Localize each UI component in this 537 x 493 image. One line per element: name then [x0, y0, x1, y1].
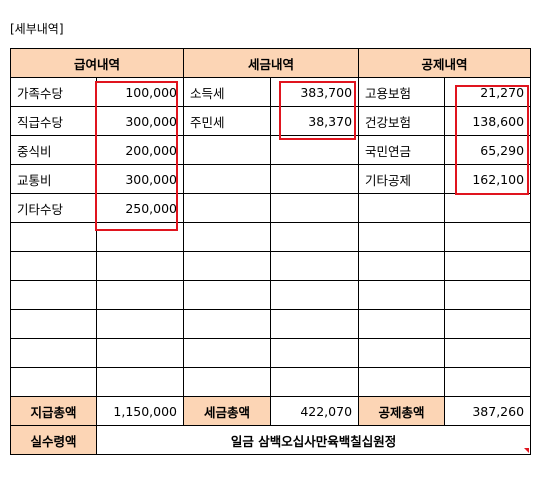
empty-cell[interactable]: [358, 309, 446, 339]
deduction-value-cell[interactable]: 21,270: [444, 77, 532, 107]
pay-total-label: 지급총액: [10, 396, 97, 426]
pay-total-value[interactable]: 1,150,000: [95, 396, 185, 426]
empty-cell[interactable]: [10, 251, 97, 281]
empty-cell[interactable]: [270, 251, 360, 281]
tax-label-cell[interactable]: [183, 135, 272, 165]
pay-label-cell[interactable]: 교통비: [10, 164, 97, 194]
net-pay-row: 실수령액 일금 삼백오십사만육백칠십원정: [10, 425, 532, 455]
empty-cell[interactable]: [444, 280, 532, 310]
empty-row: [10, 280, 532, 310]
empty-cell[interactable]: [10, 280, 97, 310]
table-row: 가족수당 100,000 소득세 383,700 고용보험 21,270: [10, 77, 532, 107]
deduction-value-cell[interactable]: 65,290: [444, 135, 532, 165]
pay-value-cell[interactable]: 250,000: [95, 193, 185, 223]
empty-cell[interactable]: [270, 338, 360, 368]
pay-label-cell[interactable]: 가족수당: [10, 77, 97, 107]
empty-cell[interactable]: [444, 251, 532, 281]
empty-cell[interactable]: [444, 222, 532, 252]
section-caption: [세부내역]: [10, 22, 64, 36]
empty-cell[interactable]: [95, 309, 185, 339]
pay-label-cell[interactable]: 중식비: [10, 135, 97, 165]
tax-total-value[interactable]: 422,070: [270, 396, 360, 426]
pay-value-cell[interactable]: 300,000: [95, 164, 185, 194]
pay-header: 급여내역: [9, 48, 185, 78]
table-row: 기타수당 250,000: [10, 193, 532, 223]
empty-cell[interactable]: [10, 338, 97, 368]
tax-value-cell[interactable]: [270, 164, 360, 194]
tax-label-cell[interactable]: [183, 164, 272, 194]
pay-label-cell[interactable]: 기타수당: [10, 193, 97, 223]
deduction-header: 공제내역: [358, 48, 532, 78]
empty-cell[interactable]: [358, 338, 446, 368]
empty-cell[interactable]: [270, 309, 360, 339]
pay-value-cell[interactable]: 100,000: [95, 77, 185, 107]
header-row: 급여내역 세금내역 공제내역: [9, 48, 532, 78]
empty-cell[interactable]: [95, 222, 185, 252]
empty-cell[interactable]: [183, 222, 272, 252]
pay-value-cell[interactable]: 300,000: [95, 106, 185, 136]
empty-cell[interactable]: [358, 280, 446, 310]
empty-cell[interactable]: [95, 367, 185, 397]
empty-cell[interactable]: [358, 367, 446, 397]
deduction-value-cell[interactable]: 162,100: [444, 164, 532, 194]
tax-value-cell[interactable]: [270, 193, 360, 223]
tax-total-label: 세금총액: [183, 396, 272, 426]
pay-label-cell[interactable]: 직급수당: [10, 106, 97, 136]
deduction-label-cell[interactable]: 국민연금: [358, 135, 446, 165]
deduction-value-cell[interactable]: 138,600: [444, 106, 532, 136]
deduction-total-value[interactable]: 387,260: [444, 396, 532, 426]
empty-cell[interactable]: [183, 309, 272, 339]
empty-cell[interactable]: [183, 251, 272, 281]
tax-value-cell[interactable]: 383,700: [270, 77, 360, 107]
empty-cell[interactable]: [358, 222, 446, 252]
deduction-value-cell[interactable]: [444, 193, 532, 223]
empty-cell[interactable]: [444, 367, 532, 397]
deduction-label-cell[interactable]: 고용보험: [358, 77, 446, 107]
totals-row: 지급총액 1,150,000 세금총액 422,070 공제총액 387,260: [10, 396, 532, 426]
empty-row: [10, 222, 532, 252]
deduction-total-label: 공제총액: [358, 396, 446, 426]
empty-cell[interactable]: [444, 338, 532, 368]
net-pay-value[interactable]: 일금 삼백오십사만육백칠십원정: [95, 425, 532, 455]
empty-cell[interactable]: [183, 280, 272, 310]
detail-table: 급여내역 세금내역 공제내역 가족수당 100,000 소득세 383,700 …: [9, 48, 532, 455]
tax-label-cell[interactable]: 소득세: [183, 77, 272, 107]
empty-cell[interactable]: [270, 367, 360, 397]
table-row: 교통비 300,000 기타공제 162,100: [10, 164, 532, 194]
table-row: 직급수당 300,000 주민세 38,370 건강보험 138,600: [10, 106, 532, 136]
deduction-label-cell[interactable]: 건강보험: [358, 106, 446, 136]
tax-header: 세금내역: [183, 48, 360, 78]
tax-value-cell[interactable]: [270, 135, 360, 165]
tax-value-cell[interactable]: 38,370: [270, 106, 360, 136]
empty-cell[interactable]: [10, 222, 97, 252]
empty-row: [10, 338, 532, 368]
tax-label-cell[interactable]: 주민세: [183, 106, 272, 136]
deduction-label-cell[interactable]: 기타공제: [358, 164, 446, 194]
pay-value-cell[interactable]: 200,000: [95, 135, 185, 165]
empty-cell[interactable]: [358, 251, 446, 281]
empty-row: [10, 251, 532, 281]
empty-cell[interactable]: [95, 280, 185, 310]
empty-cell[interactable]: [444, 309, 532, 339]
table-row: 중식비 200,000 국민연금 65,290: [10, 135, 532, 165]
empty-cell[interactable]: [270, 280, 360, 310]
empty-cell[interactable]: [270, 222, 360, 252]
empty-cell[interactable]: [10, 367, 97, 397]
net-pay-label: 실수령액: [10, 425, 97, 455]
deduction-label-cell[interactable]: [358, 193, 446, 223]
empty-cell[interactable]: [95, 251, 185, 281]
tax-label-cell[interactable]: [183, 193, 272, 223]
empty-row: [10, 367, 532, 397]
empty-cell[interactable]: [183, 367, 272, 397]
empty-cell[interactable]: [10, 309, 97, 339]
cell-comment-marker: [524, 448, 529, 453]
empty-row: [10, 309, 532, 339]
empty-cell[interactable]: [183, 338, 272, 368]
empty-cell[interactable]: [95, 338, 185, 368]
